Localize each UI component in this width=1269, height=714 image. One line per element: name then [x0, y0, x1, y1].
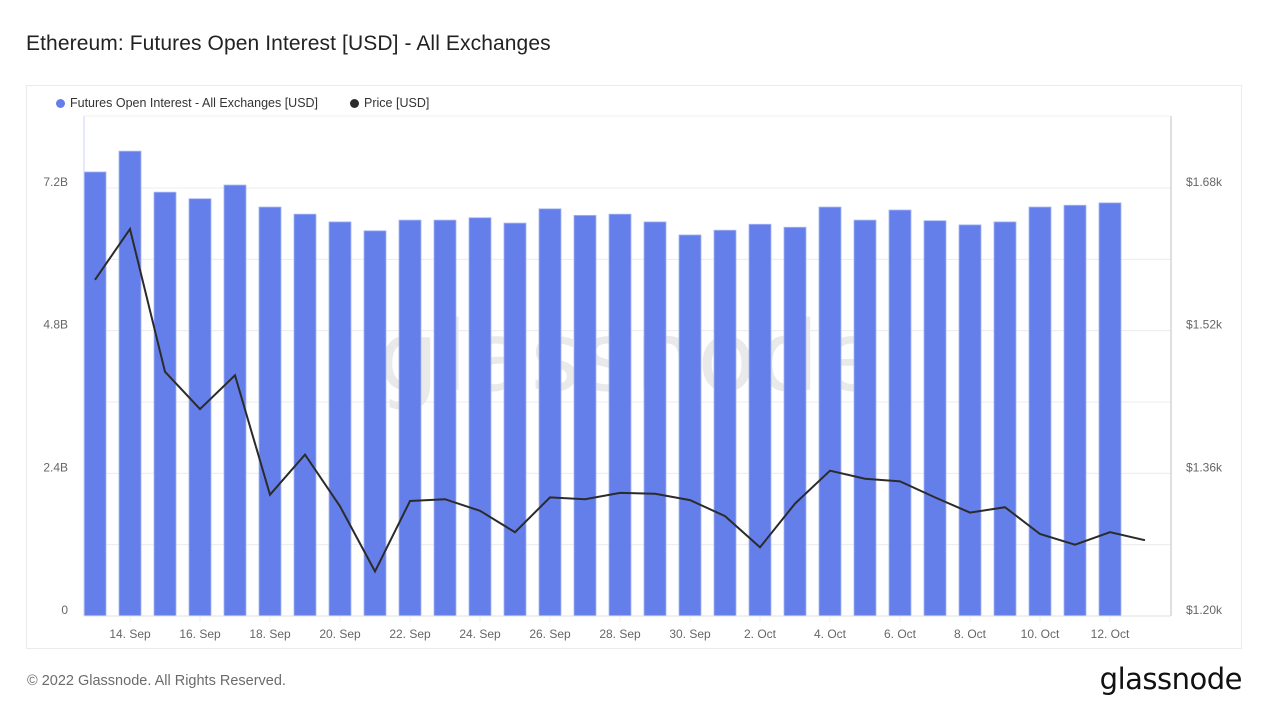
x-tick-label: 24. Sep	[459, 627, 501, 641]
x-tick-label: 20. Sep	[319, 627, 361, 641]
open-interest-bar[interactable]	[608, 213, 632, 617]
open-interest-bar[interactable]	[503, 222, 527, 617]
legend-item-price[interactable]: Price [USD]	[350, 96, 429, 110]
y-left-tick-label: 0	[61, 603, 68, 617]
open-interest-bar[interactable]	[888, 209, 912, 617]
open-interest-bar[interactable]	[433, 219, 457, 617]
y-left-tick-label: 4.8B	[43, 318, 68, 332]
open-interest-bar[interactable]	[573, 214, 597, 617]
y-left-tick-label: 7.2B	[43, 175, 68, 189]
open-interest-bar[interactable]	[328, 221, 352, 617]
x-tick-label: 18. Sep	[249, 627, 291, 641]
legend-item-open-interest[interactable]: Futures Open Interest - All Exchanges [U…	[56, 96, 318, 110]
open-interest-bar[interactable]	[258, 206, 282, 617]
y-right-tick-label: $1.68k	[1186, 175, 1223, 189]
open-interest-bar[interactable]	[923, 220, 947, 617]
open-interest-bar[interactable]	[468, 217, 492, 617]
open-interest-bar[interactable]	[678, 234, 702, 617]
x-tick-label: 22. Sep	[389, 627, 431, 641]
y-right-tick-label: $1.36k	[1186, 460, 1223, 474]
legend-label-open-interest: Futures Open Interest - All Exchanges [U…	[70, 96, 319, 110]
chart-legend: Futures Open Interest - All Exchanges [U…	[56, 96, 429, 110]
open-interest-bar[interactable]	[153, 191, 177, 617]
open-interest-bar[interactable]	[188, 198, 212, 617]
x-tick-label: 2. Oct	[744, 627, 777, 641]
x-tick-label: 6. Oct	[884, 627, 917, 641]
open-interest-bar[interactable]	[1028, 206, 1052, 617]
open-interest-bar[interactable]	[643, 221, 667, 617]
open-interest-bar[interactable]	[818, 206, 842, 617]
x-tick-label: 4. Oct	[814, 627, 847, 641]
x-tick-label: 26. Sep	[529, 627, 571, 641]
legend-label-price: Price [USD]	[364, 96, 430, 110]
x-tick-label: 14. Sep	[109, 627, 151, 641]
open-interest-bar[interactable]	[83, 171, 107, 617]
x-tick-label: 12. Oct	[1091, 627, 1130, 641]
x-tick-label: 28. Sep	[599, 627, 641, 641]
y-right-tick-label: $1.20k	[1186, 603, 1223, 617]
y-axis-right-ticks: $1.20k $1.36k $1.52k $1.68k	[1186, 175, 1223, 617]
page-title: Ethereum: Futures Open Interest [USD] - …	[26, 32, 551, 55]
open-interest-bar[interactable]	[538, 208, 562, 617]
open-interest-dot-icon	[56, 98, 65, 108]
open-interest-bar[interactable]	[993, 221, 1017, 617]
y-right-tick-label: $1.52k	[1186, 318, 1223, 332]
copyright-text: © 2022 Glassnode. All Rights Reserved.	[27, 673, 286, 689]
x-tick-label: 8. Oct	[954, 627, 987, 641]
x-tick-label: 16. Sep	[179, 627, 221, 641]
open-interest-bar[interactable]	[398, 219, 422, 617]
x-tick-label: 10. Oct	[1021, 627, 1060, 641]
open-interest-bar[interactable]	[713, 229, 737, 617]
glassnode-logo: glassnode	[1099, 662, 1243, 696]
open-interest-bar[interactable]	[1063, 204, 1087, 617]
open-interest-bar[interactable]	[853, 219, 877, 617]
price-line	[94, 226, 1146, 574]
open-interest-bar[interactable]	[958, 224, 982, 617]
axes	[83, 115, 1172, 617]
y-left-tick-label: 2.4B	[43, 460, 68, 474]
open-interest-bar[interactable]	[293, 213, 317, 617]
x-axis-ticks: 14. Sep 16. Sep 18. Sep 20. Sep 22. Sep 24. S…	[109, 627, 1130, 641]
open-interest-bar[interactable]	[783, 226, 807, 617]
x-tick-label: 30. Sep	[669, 627, 711, 641]
open-interest-bar[interactable]	[748, 223, 772, 617]
open-interest-bars	[83, 150, 1122, 617]
open-interest-bar[interactable]	[1098, 202, 1122, 617]
open-interest-bar[interactable]	[118, 150, 142, 617]
y-axis-left-ticks: 0 2.4B 4.8B 7.2B	[43, 175, 68, 617]
price-dot-icon	[350, 98, 360, 108]
